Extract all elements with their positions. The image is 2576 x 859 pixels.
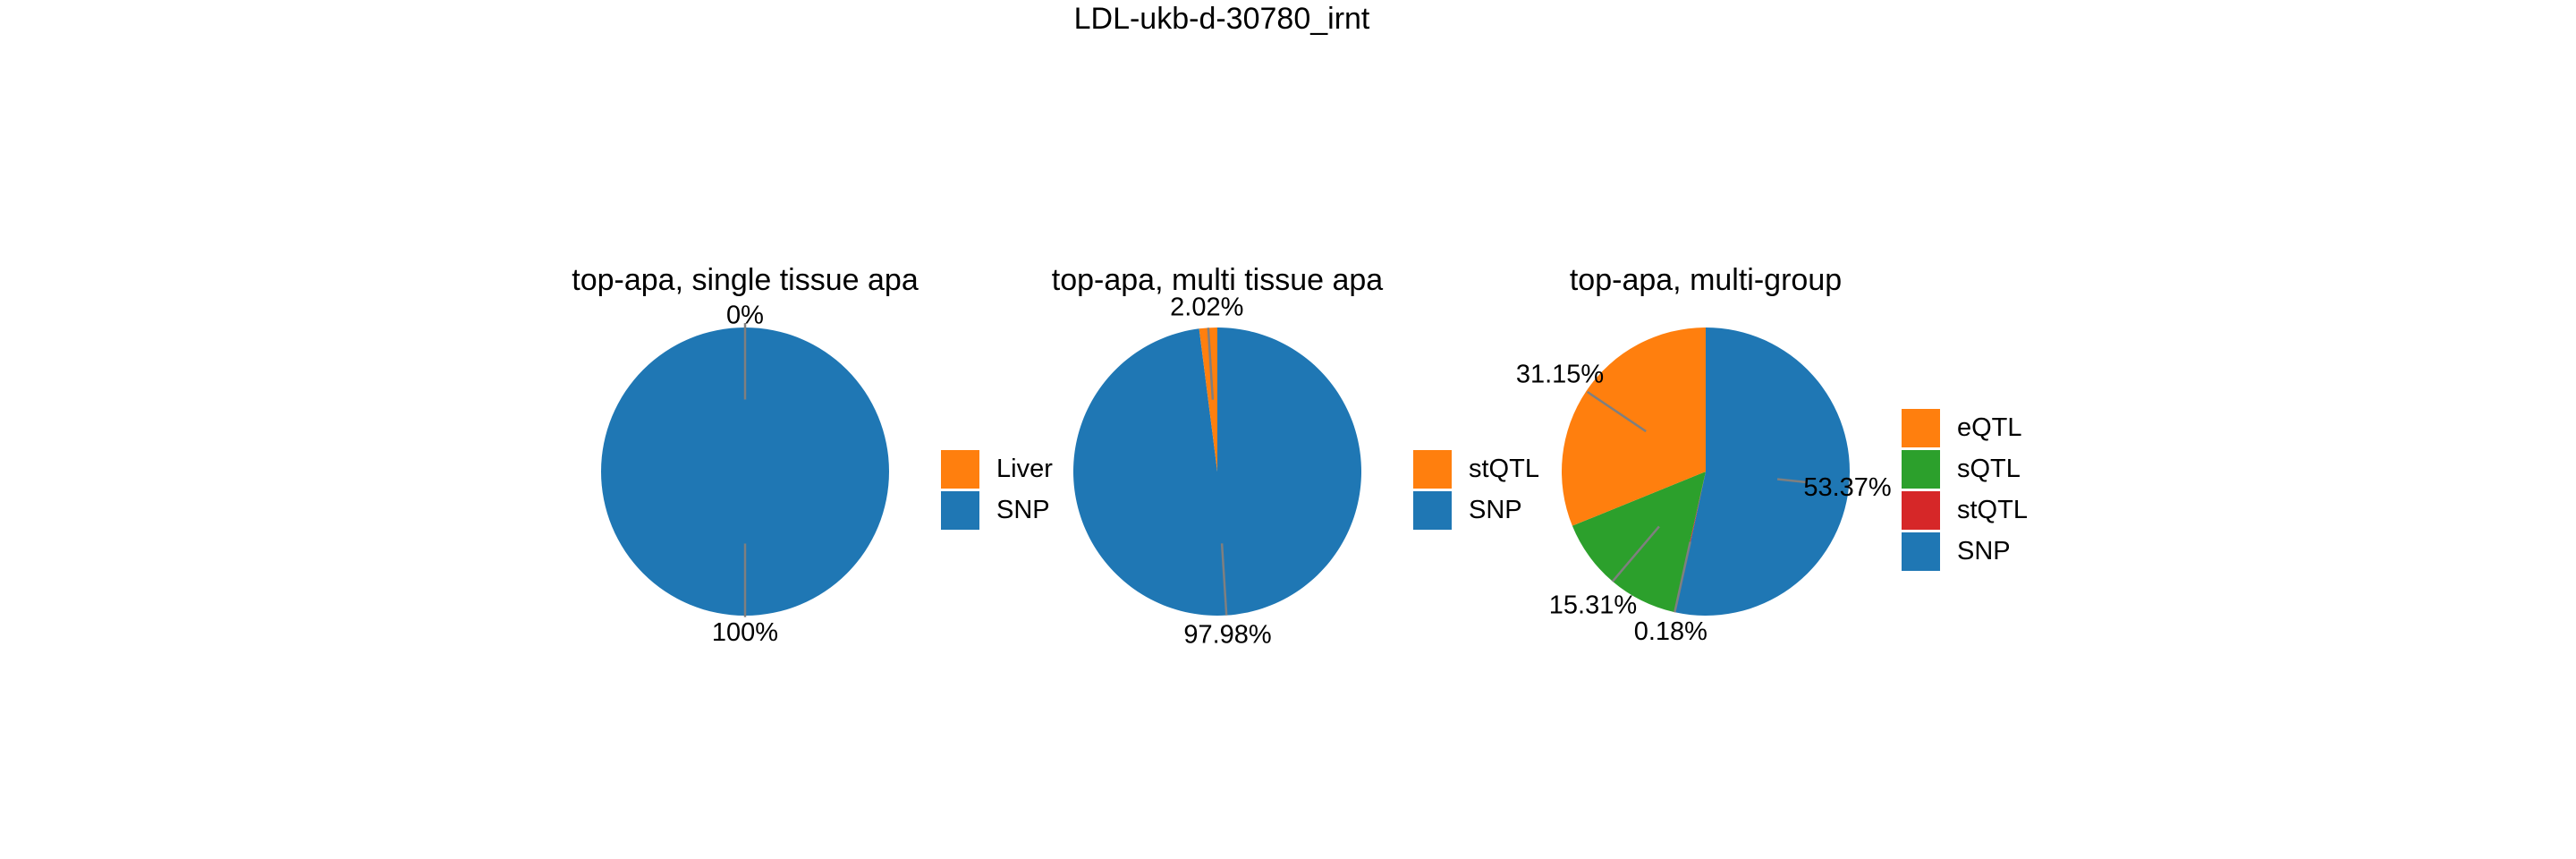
legend-swatch [1902, 532, 1940, 571]
legend-swatch [1413, 449, 1452, 489]
legend-swatch [1902, 490, 1940, 530]
legend-single-tissue-apa: Liver SNP [941, 449, 1053, 532]
legend-item-snp: SNP [941, 490, 1053, 530]
pie-svg-single-tissue-apa: 0% 100% [601, 302, 889, 647]
legend-multi-tissue-apa: stQTL SNP [1413, 449, 1539, 532]
legend-item-sqtl: sQTL [1902, 449, 2028, 489]
legend-swatch [941, 449, 979, 489]
pie-slice-stqtl [1199, 327, 1217, 472]
legend-item-liver: Liver [941, 449, 1053, 489]
legend-swatch [941, 490, 979, 530]
plot-main-title: LDL-ukb-d-30780_irnt [1073, 2, 1370, 36]
legend-label: SNP [1469, 495, 1522, 524]
pie-percent-label: 2.02% [1170, 293, 1243, 321]
legend-label: Liver [996, 454, 1053, 483]
chart-title-multi-tissue-apa: top-apa, multi tissue apa [1051, 263, 1384, 297]
legend-label: stQTL [1957, 495, 2028, 524]
legend-label: SNP [1957, 536, 2011, 566]
legend-item-snp: SNP [1902, 532, 2028, 571]
pie-percent-label: 0.18% [1634, 617, 1707, 646]
pie-percent-label: 53.37% [1803, 473, 1891, 502]
label-leader-line [1220, 543, 1228, 616]
legend-item-eqtl: eQTL [1902, 408, 2028, 447]
pie-percent-label: 0% [726, 302, 764, 330]
legend-swatch [1413, 490, 1452, 530]
pie-slice-snp [601, 327, 889, 616]
pie-svg-multi-group: 53.37% 0.18%15.31% 31.15% [1516, 327, 1892, 646]
legend-label: stQTL [1469, 454, 1539, 483]
legend-multi-group: eQTL sQTL stQTL SNP [1902, 408, 2028, 574]
label-leader-line [1611, 525, 1660, 583]
label-leader-line [1674, 541, 1691, 613]
legend-item-stqtl: stQTL [1902, 490, 2028, 530]
pie-percent-label: 100% [712, 618, 778, 647]
label-leader-line [1776, 478, 1807, 484]
label-leader-line [1207, 327, 1215, 400]
pie-slice-eqtl [1562, 327, 1706, 526]
chart-title-multi-group: top-apa, multi-group [1569, 263, 1843, 297]
pie-percent-label: 31.15% [1516, 360, 1604, 388]
label-leader-line [1587, 390, 1647, 433]
legend-label: sQTL [1957, 454, 2021, 483]
legend-item-snp: SNP [1413, 490, 1539, 530]
legend-swatch [1902, 449, 1940, 489]
chart-title-single-tissue-apa: top-apa, single tissue apa [572, 263, 919, 297]
pie-slice-sqtl [1572, 472, 1706, 613]
pie-slice-snp [1675, 327, 1850, 616]
legend-swatch [1902, 408, 1940, 447]
legend-item-stqtl: stQTL [1413, 449, 1539, 489]
pie-percent-label: 97.98% [1183, 621, 1271, 650]
pie-svg-multi-tissue-apa: 97.98% 2.02% [1073, 293, 1361, 650]
pie-percent-label: 15.31% [1549, 591, 1637, 620]
legend-label: SNP [996, 495, 1050, 524]
legend-label: eQTL [1957, 412, 2022, 442]
